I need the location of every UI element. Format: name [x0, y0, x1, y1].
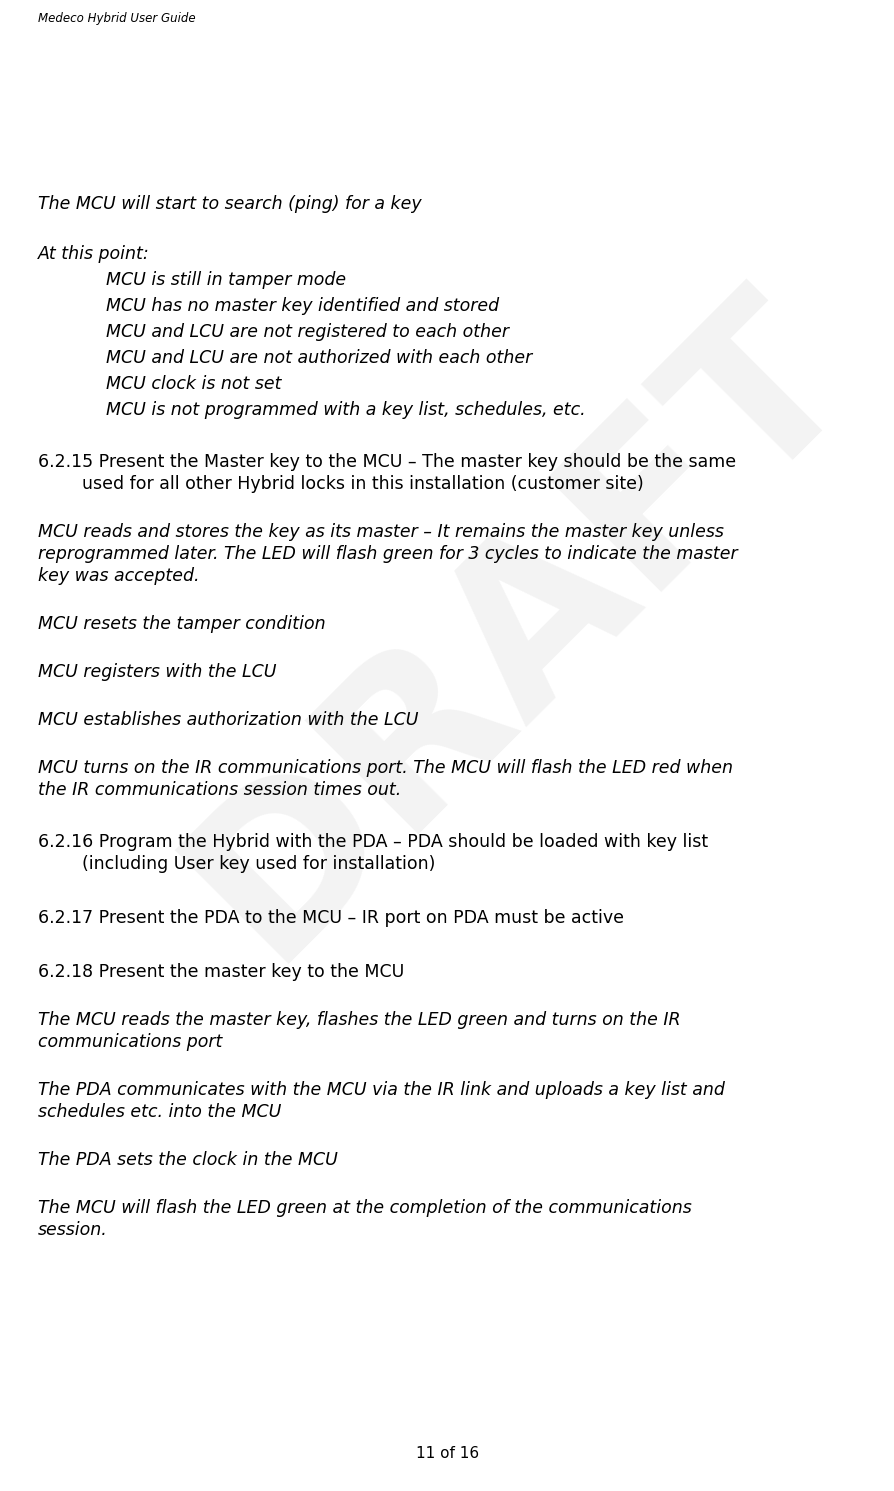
Text: MCU resets the tamper condition: MCU resets the tamper condition [38, 614, 325, 634]
Text: The MCU reads the master key, flashes the LED green and turns on the IR: The MCU reads the master key, flashes th… [38, 1011, 679, 1029]
Text: schedules etc. into the MCU: schedules etc. into the MCU [38, 1103, 281, 1121]
Text: used for all other Hybrid locks in this installation (customer site): used for all other Hybrid locks in this … [38, 476, 643, 494]
Text: MCU has no master key identified and stored: MCU has no master key identified and sto… [105, 297, 499, 315]
Text: MCU clock is not set: MCU clock is not set [105, 376, 282, 394]
Text: 6.2.18 Present the master key to the MCU: 6.2.18 Present the master key to the MCU [38, 963, 404, 981]
Text: The PDA communicates with the MCU via the IR link and uploads a key list and: The PDA communicates with the MCU via th… [38, 1081, 724, 1099]
Text: session.: session. [38, 1221, 107, 1239]
Text: 6.2.15 Present the Master key to the MCU – The master key should be the same: 6.2.15 Present the Master key to the MCU… [38, 453, 735, 471]
Text: (including User key used for installation): (including User key used for installatio… [38, 854, 434, 874]
Text: MCU reads and stores the key as its master – It remains the master key unless: MCU reads and stores the key as its mast… [38, 523, 723, 541]
Text: The MCU will flash the LED green at the completion of the communications: The MCU will flash the LED green at the … [38, 1199, 691, 1217]
Text: 6.2.17 Present the PDA to the MCU – IR port on PDA must be active: 6.2.17 Present the PDA to the MCU – IR p… [38, 910, 623, 927]
Text: MCU and LCU are not registered to each other: MCU and LCU are not registered to each o… [105, 324, 509, 341]
Text: MCU registers with the LCU: MCU registers with the LCU [38, 663, 276, 681]
Text: communications port: communications port [38, 1033, 222, 1051]
Text: DRAFT: DRAFT [149, 256, 888, 996]
Text: the IR communications session times out.: the IR communications session times out. [38, 781, 401, 799]
Text: MCU is still in tamper mode: MCU is still in tamper mode [105, 271, 346, 289]
Text: Medeco Hybrid User Guide: Medeco Hybrid User Guide [38, 12, 196, 25]
Text: 6.2.16 Program the Hybrid with the PDA – PDA should be loaded with key list: 6.2.16 Program the Hybrid with the PDA –… [38, 833, 707, 851]
Text: MCU establishes authorization with the LCU: MCU establishes authorization with the L… [38, 711, 418, 729]
Text: At this point:: At this point: [38, 245, 149, 262]
Text: The PDA sets the clock in the MCU: The PDA sets the clock in the MCU [38, 1151, 338, 1169]
Text: MCU is not programmed with a key list, schedules, etc.: MCU is not programmed with a key list, s… [105, 401, 585, 419]
Text: MCU and LCU are not authorized with each other: MCU and LCU are not authorized with each… [105, 349, 532, 367]
Text: The MCU will start to search (ping) for a key: The MCU will start to search (ping) for … [38, 195, 421, 213]
Text: 11 of 16: 11 of 16 [416, 1446, 478, 1461]
Text: reprogrammed later. The LED will flash green for 3 cycles to indicate the master: reprogrammed later. The LED will flash g… [38, 546, 737, 564]
Text: key was accepted.: key was accepted. [38, 567, 199, 584]
Text: MCU turns on the IR communications port. The MCU will flash the LED red when: MCU turns on the IR communications port.… [38, 759, 732, 777]
